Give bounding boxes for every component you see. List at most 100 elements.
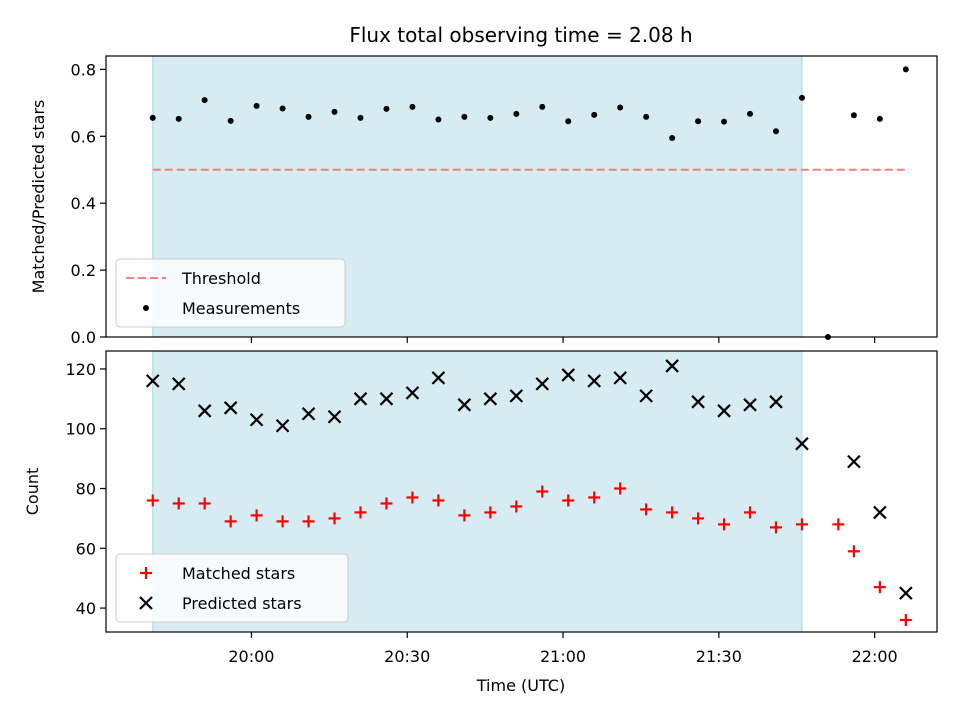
count-series-1-point-3 — [223, 401, 238, 415]
count-legend-marker-1 — [139, 596, 153, 610]
ratio-series-0-point-18 — [617, 104, 624, 111]
count-series-0-point-28 — [873, 581, 886, 594]
count-series-1-point-0 — [145, 374, 160, 388]
count-series-1-point-9-b — [379, 392, 394, 406]
ratio-y-axis-label: Matched/Predicted stars — [29, 100, 48, 294]
count-y-tick-label-3: 100 — [65, 420, 96, 439]
ratio-series-0-point-17 — [591, 111, 598, 118]
count-series-1-point-22-b — [717, 404, 731, 418]
count-series-1-point-26-b — [847, 454, 861, 469]
ratio-panel: 0.0 0.2 0.4 0.6 0.8 Matched/Predicted stars Th… — [29, 55, 938, 347]
count-series-1-point-26 — [847, 454, 861, 469]
count-series-0-point-6 — [302, 515, 315, 528]
ratio-legend-box — [115, 258, 346, 328]
ratio-series-0-point-20 — [669, 134, 676, 141]
count-series-1-point-10 — [405, 386, 420, 400]
count-series-0-point-25 — [795, 518, 808, 531]
ratio-series-0-point-0 — [149, 114, 156, 121]
count-series-0-point-10 — [406, 491, 419, 504]
ratio-series-0-point-7 — [331, 108, 338, 115]
count-series-1-point-27-b — [873, 505, 887, 520]
ratio-series-0-point-12 — [461, 113, 468, 120]
count-legend-marker-0 — [140, 567, 152, 579]
count-series-0-point-7 — [328, 512, 341, 525]
count-series-1-point-24 — [769, 395, 783, 409]
count-series-1-point-20-b — [665, 359, 679, 373]
ratio-series-0-point-28 — [876, 115, 883, 122]
x-tick-label-2: 21:00 — [540, 647, 586, 666]
x-axis-label: Time (UTC) — [476, 676, 565, 695]
count-series-1-point-4-b — [249, 412, 264, 427]
count-series-1-point-16 — [561, 368, 576, 382]
count-legend-box — [115, 553, 349, 623]
count-series-0-point-23 — [744, 506, 757, 519]
ratio-series-0-point-10 — [409, 103, 416, 110]
count-series-0-point-8 — [354, 506, 367, 519]
count-series-0-point-17 — [588, 491, 601, 504]
ratio-legend: Threshold Measurements — [115, 258, 346, 328]
count-series-0-point-27 — [847, 545, 860, 558]
ratio-series-0-point-29 — [902, 66, 909, 73]
count-series-1-point-0-b — [145, 374, 160, 388]
count-legend: Matched stars Predicted stars — [115, 553, 349, 623]
count-series-0-point-16 — [562, 494, 575, 507]
ratio-legend-marker-1 — [143, 305, 149, 311]
ratio-series-0-point-21 — [695, 118, 702, 125]
count-legend-marker-1-b — [139, 596, 153, 610]
count-series-1-point-4 — [249, 412, 264, 427]
count-series-1-point-21 — [691, 395, 705, 409]
count-series-1-point-20 — [665, 359, 679, 373]
count-series-0-point-4 — [250, 509, 263, 522]
count-series-1-point-19-b — [639, 389, 653, 403]
count-series-0-point-18 — [614, 482, 627, 495]
ratio-series-0-point-19 — [643, 113, 650, 120]
count-series-0-point-12 — [458, 509, 471, 522]
count-series-0-point-2 — [198, 497, 211, 510]
ratio-series-0-point-5 — [279, 105, 286, 112]
count-y-axis-label: Count — [23, 468, 42, 516]
count-series-1-point-23 — [743, 398, 757, 412]
count-series-1-point-11 — [431, 371, 446, 385]
count-series-1-point-15 — [535, 377, 550, 391]
count-series-0-point-21 — [692, 512, 705, 525]
count-y-tick-label-0: 40 — [76, 599, 96, 618]
count-series-1-point-14-b — [509, 389, 524, 403]
count-series-1-point-11-b — [431, 371, 446, 385]
count-series-0-point-15 — [536, 485, 549, 498]
count-series-0-point-24 — [769, 521, 782, 534]
count-series-1-point-27 — [873, 505, 887, 520]
count-series-1-point-19 — [639, 389, 653, 403]
count-series-1-point-8-b — [353, 392, 368, 406]
ratio-y-tick-label-2: 0.4 — [71, 194, 96, 213]
count-series-0-point-20 — [666, 506, 679, 519]
count-series-1-point-1 — [171, 377, 186, 391]
ratio-series-0-point-15 — [539, 103, 546, 110]
count-series-1-point-13 — [483, 392, 498, 406]
count-series-0-point-3 — [224, 515, 237, 528]
chart-title: Flux total observing time = 2.08 h — [349, 23, 692, 47]
count-series-1-point-12-b — [457, 398, 472, 412]
count-series-0-point-26 — [832, 518, 845, 531]
ratio-series-0-point-27 — [850, 112, 857, 119]
ratio-series-0-point-11 — [435, 116, 442, 123]
count-series-1-point-10-b — [405, 386, 420, 400]
count-series-1-point-2-b — [197, 404, 212, 418]
count-series-0-point-14 — [510, 500, 523, 513]
count-series-0-point-1 — [172, 497, 185, 510]
count-series-1-point-15-b — [535, 377, 550, 391]
count-series-0-point-9 — [380, 497, 393, 510]
count-series-1-point-28-b — [899, 586, 913, 600]
ratio-y-tick-label-4: 0.8 — [71, 60, 96, 79]
count-series-0-point-11 — [432, 494, 445, 507]
count-series-1-point-5-b — [275, 418, 290, 433]
count-series-0-point-13 — [484, 506, 497, 519]
ratio-series-0-point-16 — [565, 118, 572, 125]
count-series-1-point-17 — [587, 374, 601, 388]
ratio-series-0-point-2 — [201, 97, 208, 104]
count-series-0-point-0 — [146, 494, 159, 507]
ratio-series-0-point-3 — [227, 117, 234, 124]
ratio-series-0-point-1 — [175, 115, 182, 122]
count-series-1-point-23-b — [743, 398, 757, 412]
count-series-1-point-9 — [379, 392, 394, 406]
